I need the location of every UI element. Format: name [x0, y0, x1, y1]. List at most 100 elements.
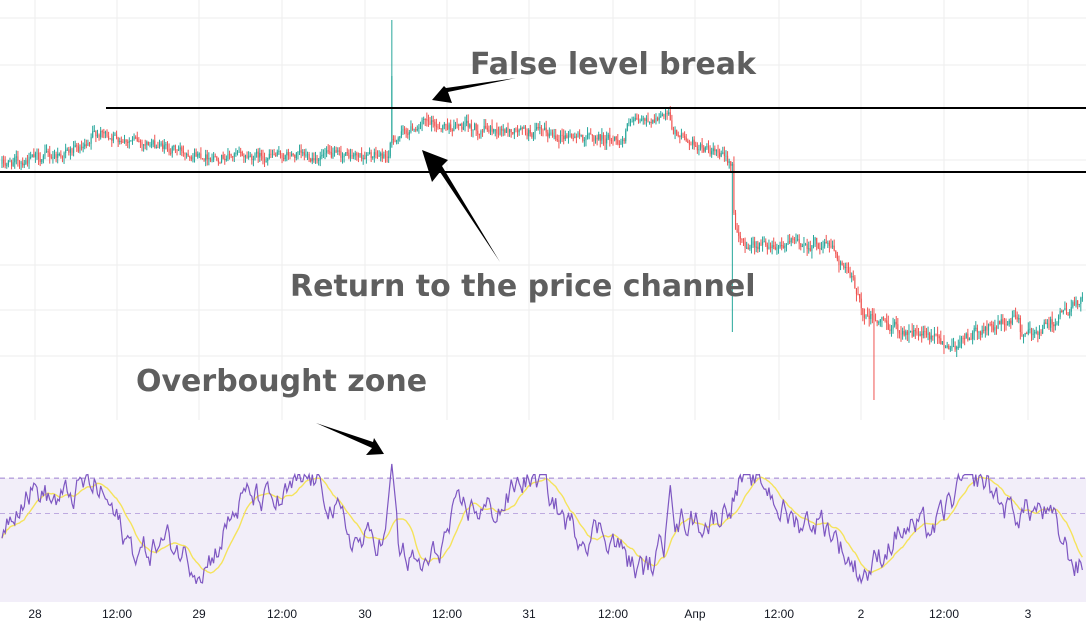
candle-body	[733, 164, 735, 213]
candle-body	[881, 316, 883, 320]
candle-body	[852, 276, 854, 278]
candle-body	[469, 124, 471, 128]
candle-body	[1054, 324, 1056, 327]
candle-body	[205, 154, 207, 161]
candle-body	[300, 150, 302, 153]
candle-body	[276, 151, 278, 156]
candle-body	[53, 154, 56, 158]
candle-body	[1000, 319, 1002, 325]
candle-body	[812, 240, 815, 246]
candle-body	[750, 244, 753, 248]
candle-body	[278, 150, 280, 152]
candle-body	[867, 315, 869, 317]
candle-body	[219, 162, 221, 164]
candle-body	[423, 118, 425, 120]
candle-body	[894, 321, 896, 326]
return-channel-arrow	[422, 150, 500, 262]
candle-body	[731, 164, 733, 166]
candle-body	[930, 335, 932, 340]
candle-body	[480, 131, 482, 135]
candle-body	[341, 156, 344, 158]
candle-body	[77, 146, 79, 152]
candle-body	[326, 150, 328, 154]
candle-body	[618, 143, 620, 145]
candle-body	[513, 128, 515, 134]
candle-body	[49, 152, 51, 157]
candle-body	[722, 152, 724, 154]
candle-body	[1067, 313, 1069, 316]
candle-body	[972, 332, 974, 340]
candle-body	[520, 127, 522, 130]
candle-body	[863, 314, 865, 318]
candle-body	[68, 149, 70, 153]
candle-body	[12, 162, 14, 166]
candle-body	[144, 144, 146, 146]
candle-body	[359, 153, 361, 157]
candle-body	[797, 239, 799, 241]
candle-body	[181, 147, 183, 151]
candle-body	[298, 150, 301, 153]
candle-body	[1062, 310, 1064, 313]
candle-body	[230, 154, 232, 157]
candle-body	[698, 149, 700, 151]
candle-body	[727, 155, 729, 163]
candle-body	[340, 150, 342, 158]
candle-body	[908, 331, 910, 335]
candle-body	[249, 155, 251, 157]
candle-body	[386, 156, 388, 159]
candle-body	[910, 330, 912, 332]
candle-body	[82, 146, 84, 149]
candle-body	[981, 329, 983, 335]
candle-body	[281, 154, 283, 159]
candle-body	[773, 245, 775, 248]
candle-body	[889, 329, 891, 331]
candle-body	[365, 154, 367, 159]
candle-body	[992, 325, 994, 331]
candle-body	[575, 136, 577, 138]
candle-body	[553, 135, 555, 137]
candle-body	[318, 159, 320, 161]
candle-body	[873, 315, 875, 321]
candle-body	[973, 327, 975, 333]
candle-body	[311, 158, 313, 162]
annotation-false-level-break: False level break	[470, 47, 757, 82]
candle-body	[523, 127, 525, 129]
candle-body	[66, 149, 68, 151]
candle-body	[822, 246, 824, 248]
candle-body	[10, 160, 13, 166]
candle-body	[292, 153, 294, 156]
candle-body	[373, 152, 375, 157]
candle-body	[687, 140, 689, 143]
candle-body	[370, 152, 372, 158]
candle-body	[857, 293, 859, 295]
candle-body	[314, 158, 317, 161]
candle-body	[497, 133, 500, 135]
candle-body	[580, 134, 582, 136]
candle-body	[945, 347, 947, 349]
candle-body	[100, 131, 102, 138]
candle-body	[254, 153, 256, 159]
candle-body	[650, 121, 652, 123]
candle-body	[1043, 322, 1045, 329]
candle-body	[193, 152, 196, 157]
candle-body	[989, 323, 991, 325]
candle-body	[625, 130, 627, 142]
candle-body	[478, 134, 480, 136]
candle-body	[486, 127, 488, 130]
false-break-arrow	[432, 78, 516, 103]
overbought-oversold-band	[0, 478, 1086, 602]
candle-body	[443, 123, 445, 126]
candle-body	[900, 333, 902, 335]
candle-body	[804, 244, 807, 246]
candle-body	[28, 157, 30, 164]
candle-body	[1, 159, 3, 164]
candle-body	[79, 146, 81, 152]
candle-body	[399, 136, 401, 139]
candle-body	[978, 331, 980, 333]
candle-body	[426, 119, 428, 121]
candle-body	[540, 127, 542, 130]
candle-body	[108, 136, 110, 139]
candle-body	[448, 124, 450, 130]
x-tick-label: 3	[1025, 607, 1032, 621]
